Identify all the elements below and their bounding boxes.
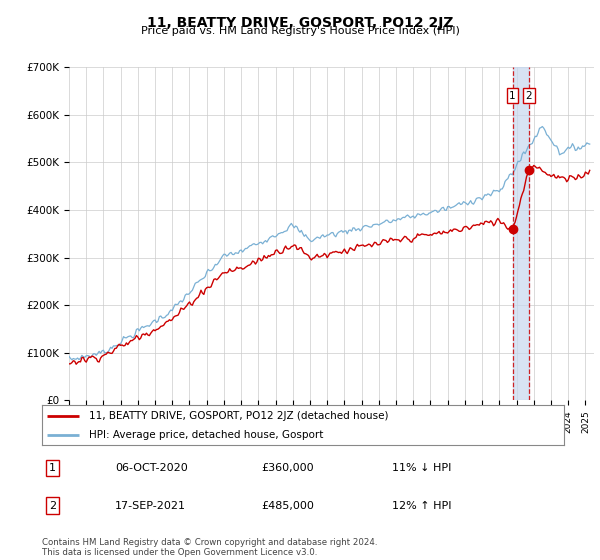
Text: 11% ↓ HPI: 11% ↓ HPI	[392, 463, 451, 473]
Text: 2: 2	[49, 501, 56, 511]
Text: 06-OCT-2020: 06-OCT-2020	[115, 463, 188, 473]
Text: Contains HM Land Registry data © Crown copyright and database right 2024.
This d: Contains HM Land Registry data © Crown c…	[42, 538, 377, 557]
Bar	[512, 67, 529, 400]
Text: Price paid vs. HM Land Registry's House Price Index (HPI): Price paid vs. HM Land Registry's House …	[140, 26, 460, 36]
Text: 11, BEATTY DRIVE, GOSPORT, PO12 2JZ (detached house): 11, BEATTY DRIVE, GOSPORT, PO12 2JZ (det…	[89, 411, 388, 421]
Text: £485,000: £485,000	[261, 501, 314, 511]
Text: 17-SEP-2021: 17-SEP-2021	[115, 501, 186, 511]
Text: 11, BEATTY DRIVE, GOSPORT, PO12 2JZ: 11, BEATTY DRIVE, GOSPORT, PO12 2JZ	[147, 16, 453, 30]
Text: 12% ↑ HPI: 12% ↑ HPI	[392, 501, 451, 511]
Text: £360,000: £360,000	[261, 463, 314, 473]
Text: 2: 2	[526, 91, 532, 101]
Text: 1: 1	[509, 91, 516, 101]
Text: 1: 1	[49, 463, 56, 473]
Text: HPI: Average price, detached house, Gosport: HPI: Average price, detached house, Gosp…	[89, 430, 323, 440]
